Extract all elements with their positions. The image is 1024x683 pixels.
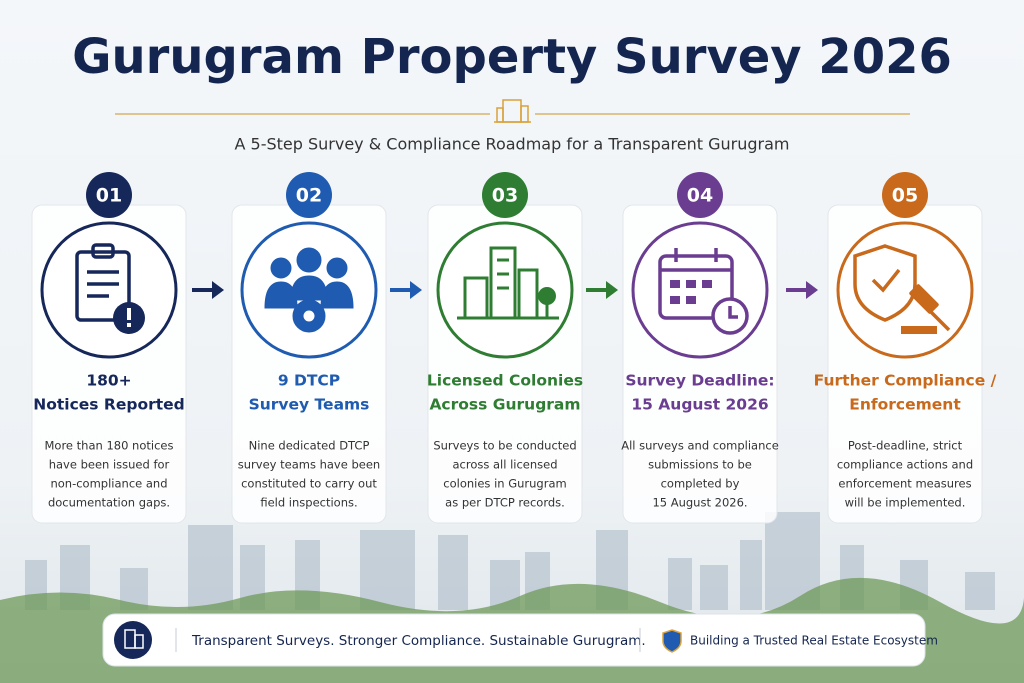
- step-badge: [677, 172, 723, 218]
- footer-note: Building a Trusted Real Estate Ecosystem: [690, 634, 938, 648]
- step-heading: 180+: [86, 372, 131, 390]
- step-heading: Further Compliance /: [814, 372, 997, 390]
- colonies-icon: [457, 246, 559, 320]
- step-badge: [482, 172, 528, 218]
- step-description: Surveys to be conducted: [433, 439, 576, 453]
- enforcement-icon: [853, 244, 951, 334]
- step-description: All surveys and compliance: [621, 439, 779, 453]
- subtitle: A 5-Step Survey & Compliance Roadmap for…: [234, 135, 789, 154]
- step-heading: Notices Reported: [33, 396, 185, 414]
- step-heading: Licensed Colonies: [427, 372, 583, 390]
- footer-icon: [114, 621, 152, 659]
- step-heading: 15 August 2026: [631, 396, 768, 414]
- step-description: Nine dedicated DTCP: [249, 439, 370, 453]
- building-icon: [494, 99, 531, 123]
- step-description: More than 180 notices: [45, 439, 174, 453]
- step-number: 02: [296, 185, 322, 207]
- step-heading: Across Gurugram: [429, 396, 580, 414]
- step-description: enforcement measures: [838, 477, 971, 491]
- step-description: completed by: [661, 477, 740, 491]
- step-heading: Survey Deadline:: [625, 372, 774, 390]
- team-icon: [264, 247, 354, 333]
- step-badge: [286, 172, 332, 218]
- step-description: have been issued for: [49, 458, 170, 472]
- step-description: survey teams have been: [238, 458, 380, 472]
- step-description: compliance actions and: [837, 458, 973, 472]
- step-description: non-compliance and: [50, 477, 167, 491]
- icon-ring: [631, 221, 769, 359]
- step-description: 15 August 2026.: [652, 496, 747, 510]
- footer-tagline: Transparent Surveys. Stronger Compliance…: [191, 633, 646, 649]
- clipboard-icon: [75, 243, 145, 334]
- footer-bar: [102, 613, 926, 667]
- calendar-icon: [658, 248, 749, 335]
- step-description: Post-deadline, strict: [848, 439, 963, 453]
- step-description: constituted to carry out: [241, 477, 377, 491]
- step-number: 05: [892, 185, 918, 207]
- step-heading: Enforcement: [849, 396, 961, 414]
- step-number: 04: [687, 185, 713, 207]
- step-badge: [86, 172, 132, 218]
- step-badge: [882, 172, 928, 218]
- step-heading: Survey Teams: [249, 396, 370, 414]
- icon-ring: [40, 221, 178, 359]
- shield-icon: [662, 629, 682, 653]
- skyline: [25, 512, 995, 610]
- step-description: submissions to be: [648, 458, 752, 472]
- icon-ring: [436, 221, 574, 359]
- title: Gurugram Property Survey 2026: [72, 29, 952, 85]
- icons: [75, 243, 951, 335]
- step-number: 01: [96, 185, 122, 207]
- step-description: documentation gaps.: [48, 496, 170, 510]
- arrows: [192, 281, 818, 299]
- icon-ring: [836, 221, 974, 359]
- step-description: field inspections.: [260, 496, 357, 510]
- step-description: will be implemented.: [845, 496, 966, 510]
- step-description: as per DTCP records.: [445, 496, 565, 510]
- step-description: colonies in Gurugram: [443, 477, 566, 491]
- step-description: across all licensed: [452, 458, 557, 472]
- step-heading: 9 DTCP: [278, 372, 340, 390]
- footer-building: [124, 629, 144, 649]
- step-number: 03: [492, 185, 518, 207]
- steps: 01 180+ Notices Reported More than 180 noti…: [31, 172, 997, 524]
